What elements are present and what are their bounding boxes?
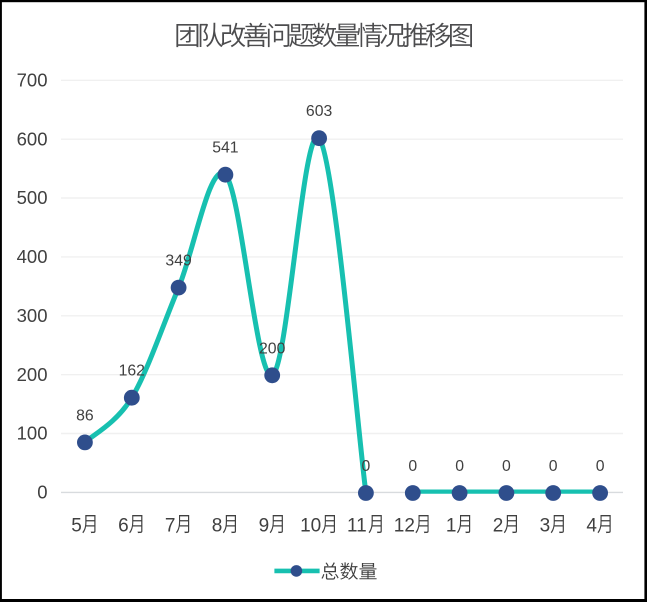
svg-text:349: 349 — [165, 253, 192, 270]
svg-text:0: 0 — [455, 458, 464, 475]
svg-text:6: 6 — [118, 516, 129, 537]
svg-text:4: 4 — [586, 516, 597, 537]
svg-text:603: 603 — [306, 103, 333, 120]
svg-text:162: 162 — [119, 363, 145, 380]
svg-text:100: 100 — [17, 423, 48, 444]
svg-text:2: 2 — [493, 516, 504, 537]
svg-text:600: 600 — [17, 128, 48, 149]
svg-text:0: 0 — [408, 458, 417, 475]
svg-text:400: 400 — [17, 246, 48, 267]
svg-text:7: 7 — [165, 516, 176, 537]
svg-text:0: 0 — [362, 458, 371, 475]
svg-text:1: 1 — [446, 516, 457, 537]
svg-text:5: 5 — [71, 516, 82, 537]
svg-text:86: 86 — [76, 407, 94, 424]
svg-text:0: 0 — [549, 458, 558, 475]
svg-text:0: 0 — [596, 458, 605, 475]
svg-text:700: 700 — [17, 70, 48, 91]
svg-text:300: 300 — [17, 305, 48, 326]
svg-text:0: 0 — [502, 458, 511, 475]
svg-text:11: 11 — [347, 516, 367, 537]
svg-text:541: 541 — [212, 140, 239, 157]
svg-text:9: 9 — [259, 516, 270, 537]
svg-text:12: 12 — [394, 516, 415, 537]
svg-text:8: 8 — [212, 516, 223, 537]
svg-text:500: 500 — [17, 187, 48, 208]
svg-text:3: 3 — [540, 516, 551, 537]
svg-text:10: 10 — [300, 516, 321, 537]
svg-text:200: 200 — [17, 364, 48, 385]
svg-text:200: 200 — [259, 340, 286, 357]
svg-text:0: 0 — [37, 482, 47, 503]
